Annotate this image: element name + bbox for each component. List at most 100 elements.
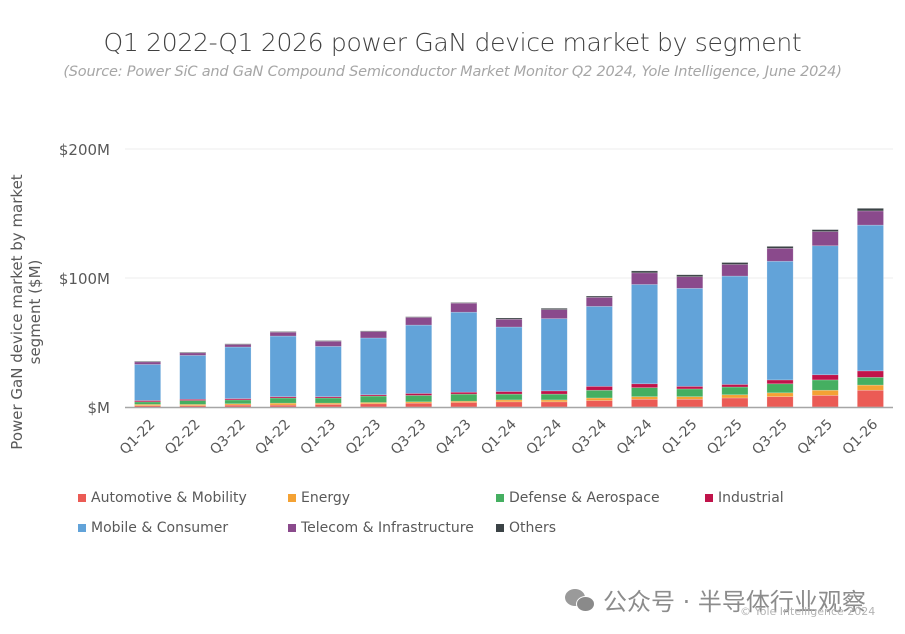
bar-segment bbox=[495, 326, 523, 392]
bar-segment bbox=[540, 401, 568, 408]
legend-swatch bbox=[288, 494, 296, 502]
bar-segment bbox=[857, 389, 884, 408]
bar-stack bbox=[450, 302, 478, 408]
bar-segment bbox=[540, 309, 568, 319]
x-tick-label: Q3-24 bbox=[569, 416, 611, 458]
bar-segment bbox=[585, 306, 613, 387]
x-tick-label: Q3-23 bbox=[388, 417, 430, 459]
legend-item-industrial: Industrial bbox=[705, 490, 784, 506]
bar-segment bbox=[450, 393, 478, 402]
bar-segment bbox=[676, 398, 704, 408]
legend-item-defense: Defense & Aerospace bbox=[496, 490, 660, 506]
bar-stack bbox=[314, 340, 342, 408]
x-tick-label: Q3-22 bbox=[207, 417, 249, 459]
bar-segment bbox=[811, 245, 839, 376]
bar-segment bbox=[405, 317, 433, 326]
y-tick-label: $M bbox=[88, 399, 111, 417]
bar-segment bbox=[766, 396, 794, 408]
bar-segment bbox=[269, 331, 297, 333]
bar-stack bbox=[811, 229, 839, 408]
bar-segment bbox=[585, 389, 613, 399]
bar-segment bbox=[179, 355, 207, 400]
bar-segment bbox=[631, 396, 658, 400]
y-axis: $M $100M $200M bbox=[59, 141, 110, 417]
bar-segment bbox=[495, 317, 523, 320]
x-tick-label: Q2-25 bbox=[704, 417, 746, 459]
bar-segment bbox=[721, 262, 749, 265]
bar-segment bbox=[811, 229, 839, 232]
bar-segment bbox=[405, 324, 433, 394]
chart-title: Q1 2022-Q1 2026 power GaN device market … bbox=[103, 28, 802, 57]
bar-stack bbox=[269, 331, 297, 408]
y-axis-label-line1: Power GaN device market by market bbox=[8, 174, 26, 449]
bar-stack bbox=[631, 270, 658, 408]
wechat-icon bbox=[565, 587, 595, 613]
bar-stack bbox=[676, 274, 704, 408]
bar-segment bbox=[134, 361, 161, 365]
bar-segment bbox=[766, 379, 794, 385]
bar-segment bbox=[224, 344, 252, 348]
bar-segment bbox=[269, 397, 297, 404]
bar-segment bbox=[360, 331, 387, 339]
bar-segment bbox=[224, 399, 252, 405]
x-tick-label: Q4-22 bbox=[252, 417, 294, 459]
bar-segment bbox=[495, 318, 523, 328]
x-tick-label: Q1-23 bbox=[298, 417, 340, 459]
y-tick-label: $100M bbox=[59, 270, 110, 288]
x-tick-label: Q1-22 bbox=[117, 417, 159, 459]
bar-stack bbox=[766, 246, 794, 408]
bar-segment bbox=[676, 274, 704, 278]
x-tick-label: Q3-25 bbox=[749, 417, 791, 459]
bar-segment bbox=[631, 270, 658, 274]
legend-swatch bbox=[496, 524, 504, 532]
bar-segment bbox=[811, 374, 839, 381]
bar-segment bbox=[676, 388, 704, 397]
bar-stack bbox=[405, 316, 433, 408]
legend-item-telecom: Telecom & Infrastructure bbox=[288, 520, 474, 536]
bar-segment bbox=[314, 397, 342, 404]
legend-item-energy: Energy bbox=[288, 490, 350, 506]
bar-segment bbox=[314, 346, 342, 397]
bar-segment bbox=[224, 343, 252, 345]
bar-stack bbox=[540, 308, 568, 408]
bar-segment bbox=[721, 397, 749, 408]
bar-segment bbox=[179, 351, 207, 354]
x-tick-label: Q4-24 bbox=[614, 416, 656, 458]
bar-segment bbox=[450, 402, 478, 408]
legend-label: Defense & Aerospace bbox=[509, 490, 660, 506]
bar-segment bbox=[179, 352, 207, 356]
bar-segment bbox=[224, 346, 252, 399]
bar-segment bbox=[540, 393, 568, 401]
legend-swatch bbox=[496, 494, 504, 502]
bar-segment bbox=[631, 383, 658, 388]
bar-segment bbox=[134, 404, 161, 407]
x-tick-label: Q4-23 bbox=[433, 417, 475, 459]
bar-segment bbox=[811, 395, 839, 408]
bar-segment bbox=[766, 248, 794, 262]
bar-segment bbox=[766, 260, 794, 381]
bar-segment bbox=[269, 331, 297, 337]
bar-segment bbox=[766, 246, 794, 249]
legend-label: Mobile & Consumer bbox=[91, 520, 229, 536]
bar-segment bbox=[676, 288, 704, 387]
bar-stack bbox=[857, 208, 884, 408]
legend-item-automotive: Automotive & Mobility bbox=[78, 490, 247, 506]
bar-segment bbox=[495, 401, 523, 408]
bar-segment bbox=[540, 390, 568, 395]
bar-segment bbox=[766, 383, 794, 394]
bar-segment bbox=[676, 386, 704, 390]
bar-stack bbox=[179, 351, 207, 408]
bar-segment bbox=[360, 403, 387, 408]
legend-swatch bbox=[78, 524, 86, 532]
x-tick-label: Q2-24 bbox=[523, 416, 565, 458]
chart-subtitle: (Source: Power SiC and GaN Compound Semi… bbox=[63, 64, 842, 80]
x-tick-label: Q2-22 bbox=[162, 417, 204, 459]
bar-segment bbox=[811, 379, 839, 391]
bar-segment bbox=[179, 400, 207, 405]
bar-stack bbox=[224, 343, 252, 408]
bar-segment bbox=[450, 302, 478, 304]
bar-segment bbox=[134, 360, 161, 363]
bar-segment bbox=[405, 402, 433, 408]
bar-stack bbox=[721, 262, 749, 408]
y-axis-label-line2: segment ($M) bbox=[26, 260, 44, 365]
